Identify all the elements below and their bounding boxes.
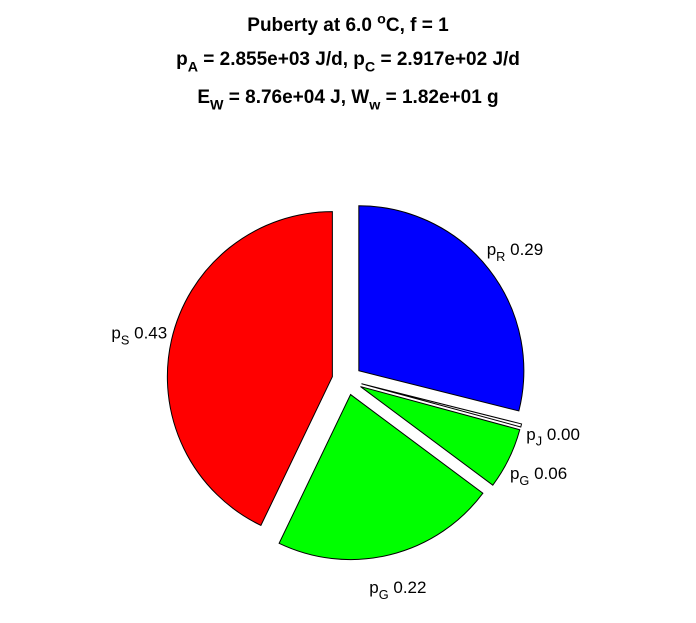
text-run: C, f = 1 [386, 15, 449, 36]
subscript: J [536, 434, 542, 449]
text-run: p [176, 49, 188, 70]
pie-slice [358, 205, 525, 412]
pie-slice [166, 211, 333, 527]
text-run: p [487, 240, 496, 259]
value-label: 0.06 [534, 464, 567, 483]
text-run: p [510, 464, 519, 483]
superscript: o [377, 11, 386, 27]
subscript: G [519, 473, 529, 488]
text-run: p [526, 425, 535, 444]
subscript: R [496, 249, 505, 264]
text-run: E [197, 87, 210, 108]
subscript: C [365, 60, 375, 76]
text-run: p [369, 578, 378, 597]
subscript: A [188, 60, 198, 76]
chart-title: pA​ = 2.855e+03 J/d, pC​ = 2.917e+02 J/d [176, 49, 520, 76]
text-run: p [111, 324, 120, 343]
slice-label: pG​ 0.06 [510, 464, 567, 488]
text-run: = 1.82e+01 g [380, 87, 498, 108]
value-label: 0.22 [393, 578, 426, 597]
value-label: 0.00 [547, 425, 580, 444]
text-run: = 2.855e+03 J/d, p [198, 49, 365, 70]
pie-slice [278, 393, 484, 561]
slice-label: pG​ 0.22 [369, 578, 426, 602]
chart-title: Puberty at 6.0 o​C, f = 1 [247, 11, 449, 36]
subscript: W [210, 98, 224, 114]
subscript: G [379, 587, 389, 602]
chart-title: EW​ = 8.76e+04 J, Ww​ = 1.82e+01 g [197, 87, 498, 114]
text-run: Puberty at 6.0 [247, 15, 377, 36]
slice-label: pS​ 0.43 [111, 324, 167, 348]
value-label: 0.29 [510, 240, 543, 259]
slice-label: pJ​ 0.00 [526, 425, 580, 449]
value-label: 0.43 [134, 324, 167, 343]
text-run: = 2.917e+02 J/d [375, 49, 520, 70]
subscript: S [121, 333, 130, 348]
text-run: = 8.76e+04 J, W [223, 87, 369, 108]
subscript: w [368, 98, 381, 114]
pie-slice [361, 383, 523, 428]
slice-label: pR​ 0.29 [487, 240, 544, 264]
pie-slice [360, 386, 521, 486]
